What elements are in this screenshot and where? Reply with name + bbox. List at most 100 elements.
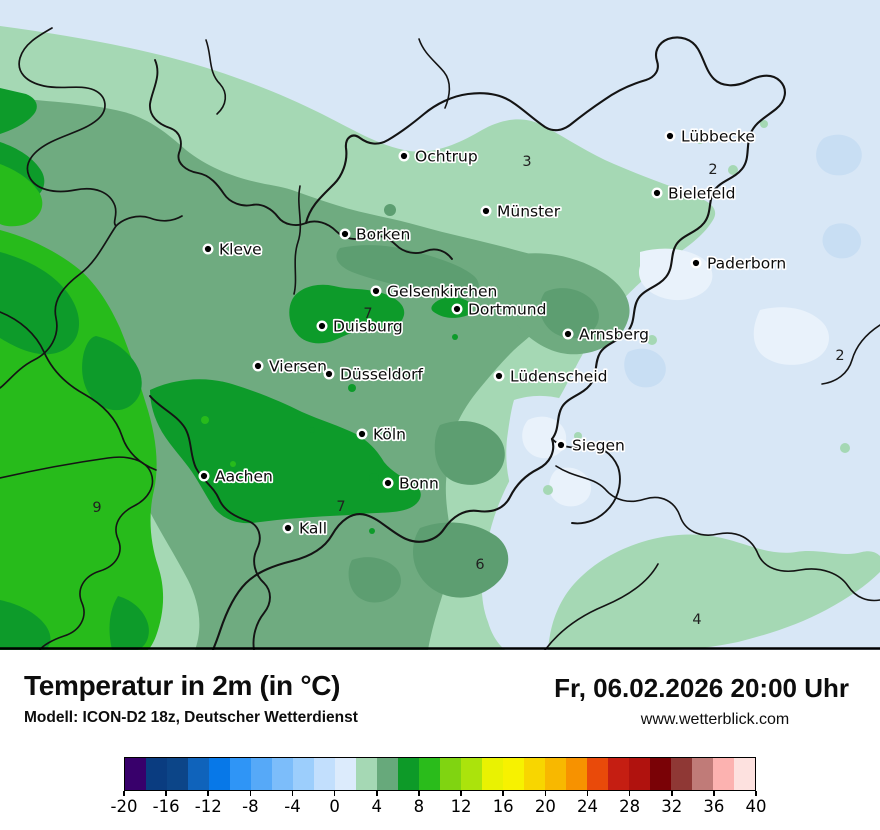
city-dot <box>480 205 492 217</box>
region-green-southwest-6-8C <box>150 379 421 524</box>
colorbar-tick-label: -8 <box>242 797 259 816</box>
city-dot <box>664 130 676 142</box>
city-label: Kall <box>299 520 327 538</box>
colorbar-segment--12C <box>209 758 230 790</box>
city-dot <box>316 320 328 332</box>
city-marker-bielefeld: Bielefeld <box>651 183 737 204</box>
temp-value-label: 3 <box>522 154 531 170</box>
city-dot <box>370 285 382 297</box>
speck-mint-6 <box>647 335 657 345</box>
border-siegen-arc <box>551 438 621 525</box>
colorbar-tick <box>376 791 378 796</box>
city-dot <box>252 360 264 372</box>
colorbar-tick <box>628 791 631 796</box>
colorbar-segment-16C <box>503 758 524 790</box>
city-marker-l-denscheid: Lüdenscheid <box>493 366 609 387</box>
city-label: Arnsberg <box>579 326 649 344</box>
city-marker-arnsberg: Arnsberg <box>562 324 651 345</box>
city-dot <box>382 477 394 489</box>
city-marker-aachen: Aachen <box>198 466 274 487</box>
colorbar-tick <box>713 791 715 796</box>
city-dot <box>356 428 368 440</box>
colorbar-segment--14C <box>188 758 209 790</box>
patch-light-siegen-1 <box>522 416 567 459</box>
colorbar-segment-38C <box>734 758 755 790</box>
city-label: Borken <box>356 226 410 244</box>
city-dot <box>555 439 567 451</box>
colorbar-tick <box>123 791 125 796</box>
border-left-internal-a <box>0 225 117 389</box>
colorbar-segment-26C <box>608 758 629 790</box>
city-label: Viersen <box>269 358 327 376</box>
city-label: Kleve <box>219 241 262 259</box>
speck-green-1 <box>348 384 356 392</box>
colorbar-tick <box>586 791 589 796</box>
city-dot <box>339 228 351 240</box>
city-label: Düsseldorf <box>340 366 423 384</box>
border-lines <box>0 27 880 650</box>
city-label: Lüdenscheid <box>510 368 608 386</box>
colorbar-segment-2C <box>356 758 377 790</box>
city-label: Lübbecke <box>681 128 755 146</box>
colorbar-tick-label: 24 <box>576 797 598 816</box>
website-url: www.wetterblick.com <box>640 711 790 728</box>
colorbar-tick-label: 0 <box>329 797 340 816</box>
colorbar-gradient <box>124 757 756 791</box>
city-marker-kleve: Kleve <box>202 239 263 260</box>
city-marker-viersen: Viersen <box>252 356 329 377</box>
city-label: Bielefeld <box>668 185 735 203</box>
city-dot <box>198 470 210 482</box>
colorbar-tick-label: 16 <box>492 797 514 816</box>
colorbar-tick-label: -20 <box>110 797 138 816</box>
border-bottom-right <box>544 563 659 650</box>
colorbar-tick <box>755 791 757 796</box>
city-label: Aachen <box>215 468 273 486</box>
patch-dark-green-a <box>0 252 80 355</box>
city-marker-l-bbecke: Lübbecke <box>664 126 756 147</box>
temp-value-label: 7 <box>363 306 372 322</box>
colorbar-tick-label: 12 <box>450 797 472 816</box>
border-rlp-internal <box>0 456 154 650</box>
speck-mint-1 <box>543 485 553 495</box>
colorbar-segment-8C <box>419 758 440 790</box>
border-southeast-long <box>555 465 880 602</box>
border-left-internal-b <box>0 311 157 471</box>
speck-mint-5 <box>840 443 850 453</box>
patch-dark-sage-2 <box>336 245 479 301</box>
temperature-value-layer: 3 2 7 2 9 7 6 4 <box>92 154 844 628</box>
colorbar-segment--16C <box>167 758 188 790</box>
city-label: Bonn <box>399 475 439 493</box>
colorbar-tick <box>333 791 336 796</box>
colorbar-tick-label: 8 <box>413 797 425 816</box>
city-dot <box>690 257 702 269</box>
speck-mint-4 <box>760 120 768 128</box>
city-label: Dortmund <box>468 301 546 319</box>
caption-area: Temperatur in 2m (in °C) Modell: ICON-D2… <box>0 650 880 830</box>
colorbar-segment-20C <box>545 758 566 790</box>
city-marker-paderborn: Paderborn <box>690 253 788 274</box>
border-nrw-north-east <box>304 36 786 441</box>
border-borken-internal <box>293 185 302 295</box>
city-marker-duisburg: Duisburg <box>316 316 404 337</box>
city-dot <box>323 368 335 380</box>
colorbar-segment--2C <box>314 758 335 790</box>
colorbar-segment-6C <box>398 758 419 790</box>
valid-datetime: Fr, 06.02.2026 20:00 Uhr <box>554 673 849 703</box>
colorbar-segment--10C <box>230 758 251 790</box>
colorbar-segment-24C <box>587 758 608 790</box>
patch-dark-green-b <box>82 336 142 411</box>
colorbar-segment-14C <box>482 758 503 790</box>
city-label: Köln <box>373 426 406 444</box>
border-ochtrup-vertical <box>418 38 451 109</box>
temp-value-label: 7 <box>336 499 345 515</box>
colorbar-tick <box>165 791 167 796</box>
colorbar-segment--4C <box>293 758 314 790</box>
colorbar-segment--6C <box>272 758 293 790</box>
patch-dark-sage-4 <box>348 557 401 603</box>
city-dot <box>493 370 505 382</box>
model-info: Modell: ICON-D2 18z, Deutscher Wetterdie… <box>24 709 358 726</box>
border-top-left-short <box>205 39 227 115</box>
colorbar-tick <box>291 791 294 796</box>
colorbar-tick <box>207 791 210 796</box>
